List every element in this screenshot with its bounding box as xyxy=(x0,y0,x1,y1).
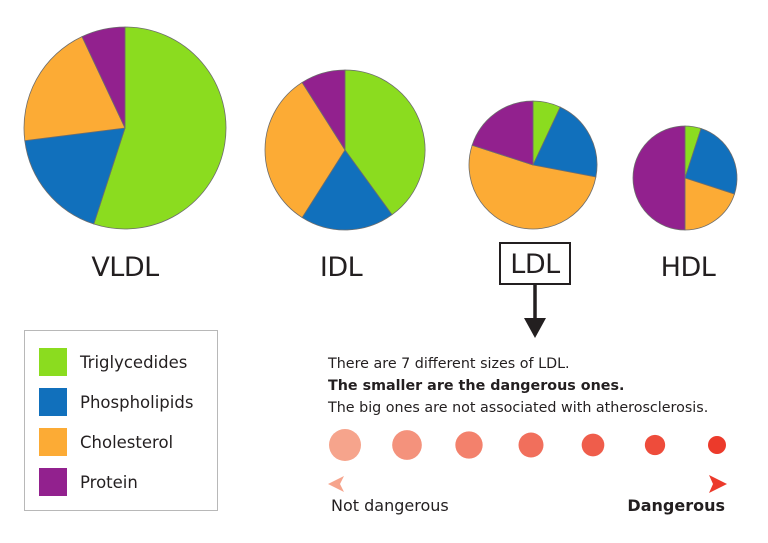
pie-slice-phospholipids xyxy=(24,127,126,225)
legend: Triglycedides Phospholipids Cholesterol … xyxy=(24,330,218,511)
legend-swatch xyxy=(39,388,67,416)
pie-ldl xyxy=(468,100,598,230)
arrow-right-head xyxy=(709,475,727,493)
ldl-size-dot xyxy=(392,430,422,460)
ldl-size-dot xyxy=(455,431,483,459)
pie-label-vldl: VLDL xyxy=(91,252,159,283)
pie-slice-phospholipids xyxy=(301,149,393,231)
pie-charts xyxy=(23,26,738,231)
pie-vldl xyxy=(23,26,227,230)
pie-slice-cholesterol xyxy=(23,36,126,142)
arrow-left-head xyxy=(328,476,344,492)
legend-item-phospholipids: Phospholipids xyxy=(39,388,193,416)
pie-slice-phospholipids xyxy=(684,128,738,195)
ldl-size-dot xyxy=(329,429,361,461)
pie-label-ldl: LDL xyxy=(510,249,560,280)
pie-slice-triglycerides xyxy=(344,69,426,216)
pie-slice-protein xyxy=(301,69,346,152)
legend-label: Protein xyxy=(80,472,138,492)
down-arrow-icon xyxy=(524,284,546,338)
legend-swatch xyxy=(39,348,67,376)
pie-label-hdl: HDL xyxy=(660,252,716,283)
legend-item-protein: Protein xyxy=(39,468,138,496)
ldl-size-dot xyxy=(518,432,544,458)
danger-scale-arrow xyxy=(328,475,727,493)
pie-slice-protein xyxy=(632,125,686,231)
pie-label-idl: IDL xyxy=(319,252,363,283)
legend-label: Triglycedides xyxy=(80,352,188,372)
pie-slice-triglycerides xyxy=(93,26,227,230)
pie-slice-protein xyxy=(471,100,534,166)
legend-swatch xyxy=(39,428,67,456)
legend-item-triglycerides: Triglycedides xyxy=(39,348,187,376)
pie-slice-phospholipids xyxy=(532,106,598,178)
ldl-info-line-3: The big ones are not associated with ath… xyxy=(328,400,709,416)
ldl-size-dot xyxy=(581,433,605,457)
legend-label: Phospholipids xyxy=(80,392,194,412)
pie-slice-cholesterol xyxy=(264,81,346,219)
scale-label-dangerous: Dangerous xyxy=(627,496,725,515)
scale-label-not-dangerous: Not dangerous xyxy=(331,496,449,515)
ldl-size-dots xyxy=(329,429,726,461)
pie-slice-cholesterol xyxy=(684,177,735,231)
legend-swatch xyxy=(39,468,67,496)
ldl-size-dot xyxy=(644,434,666,456)
legend-label: Cholesterol xyxy=(80,432,174,452)
pie-hdl xyxy=(632,125,738,231)
ldl-info-line-2: The smaller are the dangerous ones. xyxy=(328,378,625,394)
ldl-info-line-1: There are 7 different sizes of LDL. xyxy=(328,356,570,372)
pie-slice-cholesterol xyxy=(468,144,597,230)
ldl-size-dot xyxy=(708,436,726,454)
pie-idl xyxy=(264,69,426,231)
pie-slice-protein xyxy=(81,26,126,129)
legend-item-cholesterol: Cholesterol xyxy=(39,428,173,456)
